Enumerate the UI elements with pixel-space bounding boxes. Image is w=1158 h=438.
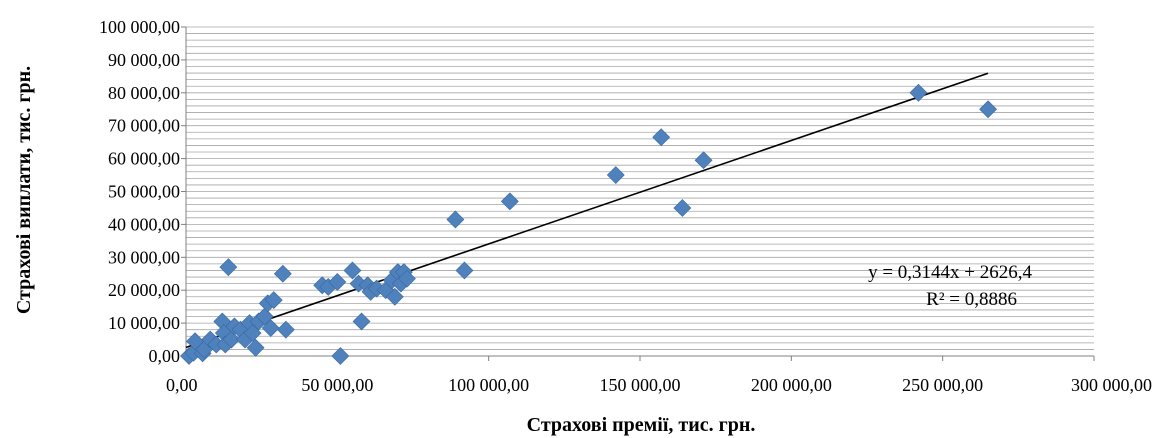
gridlines xyxy=(186,26,1094,357)
data-point xyxy=(606,166,625,184)
data-point xyxy=(979,100,997,119)
y-tick-label: 50 000,00 xyxy=(108,182,180,202)
data-points xyxy=(180,83,997,365)
y-tick-label: 60 000,00 xyxy=(108,149,180,169)
trendline-equation: y = 0,3144x + 2626,4 xyxy=(868,262,1032,283)
data-point xyxy=(343,261,362,280)
data-point xyxy=(273,264,292,283)
data-point xyxy=(909,83,928,102)
x-tick-label: 0,00 xyxy=(166,375,198,395)
y-tick-label: 40 000,00 xyxy=(108,214,180,234)
data-point xyxy=(261,319,280,337)
y-axis-title: Страхові виплати, тис. грн. xyxy=(13,66,35,314)
data-point xyxy=(455,261,474,280)
data-point xyxy=(352,312,371,331)
x-axis-title: Страхові премії, тис. грн. xyxy=(527,414,756,436)
data-point xyxy=(243,324,262,342)
data-point xyxy=(398,269,416,288)
data-point xyxy=(264,291,283,309)
data-point xyxy=(446,210,465,229)
x-tick-label: 100 000,00 xyxy=(448,375,529,395)
x-tick-label: 50 000,00 xyxy=(301,375,373,395)
y-tick-label: 70 000,00 xyxy=(108,116,180,136)
x-axis-ticks: 0,00 50 000,00 100 000,00 150 000,00 200 000… xyxy=(166,356,1152,395)
x-tick-label: 250 000,00 xyxy=(902,375,983,395)
y-axis-ticks: 0,00 10 000,00 20 000,00 30 000,00 40 000,00… xyxy=(99,17,186,366)
data-point xyxy=(219,258,238,277)
y-tick-label: 90 000,00 xyxy=(108,50,180,70)
y-tick-label: 20 000,00 xyxy=(108,280,180,300)
y-tick-label: 100 000,00 xyxy=(99,17,180,37)
data-point xyxy=(385,287,404,306)
data-point xyxy=(328,273,347,291)
data-point xyxy=(255,307,274,326)
x-tick-label: 150 000,00 xyxy=(600,375,681,395)
data-point xyxy=(652,128,671,147)
y-tick-label: 80 000,00 xyxy=(108,83,180,103)
y-tick-label: 0,00 xyxy=(149,346,181,366)
x-tick-label: 300 000,00 xyxy=(1071,375,1152,395)
y-tick-label: 10 000,00 xyxy=(108,313,180,333)
data-point xyxy=(500,192,519,211)
data-point xyxy=(331,347,350,365)
y-tick-label: 30 000,00 xyxy=(108,247,180,267)
x-tick-label: 200 000,00 xyxy=(751,375,832,395)
trendline xyxy=(185,72,989,349)
trendline-r-squared: R² = 0,8886 xyxy=(926,289,1017,310)
data-point xyxy=(246,338,265,357)
data-point xyxy=(673,199,692,217)
data-point xyxy=(222,330,241,349)
data-point xyxy=(276,320,295,339)
data-point xyxy=(694,151,713,170)
